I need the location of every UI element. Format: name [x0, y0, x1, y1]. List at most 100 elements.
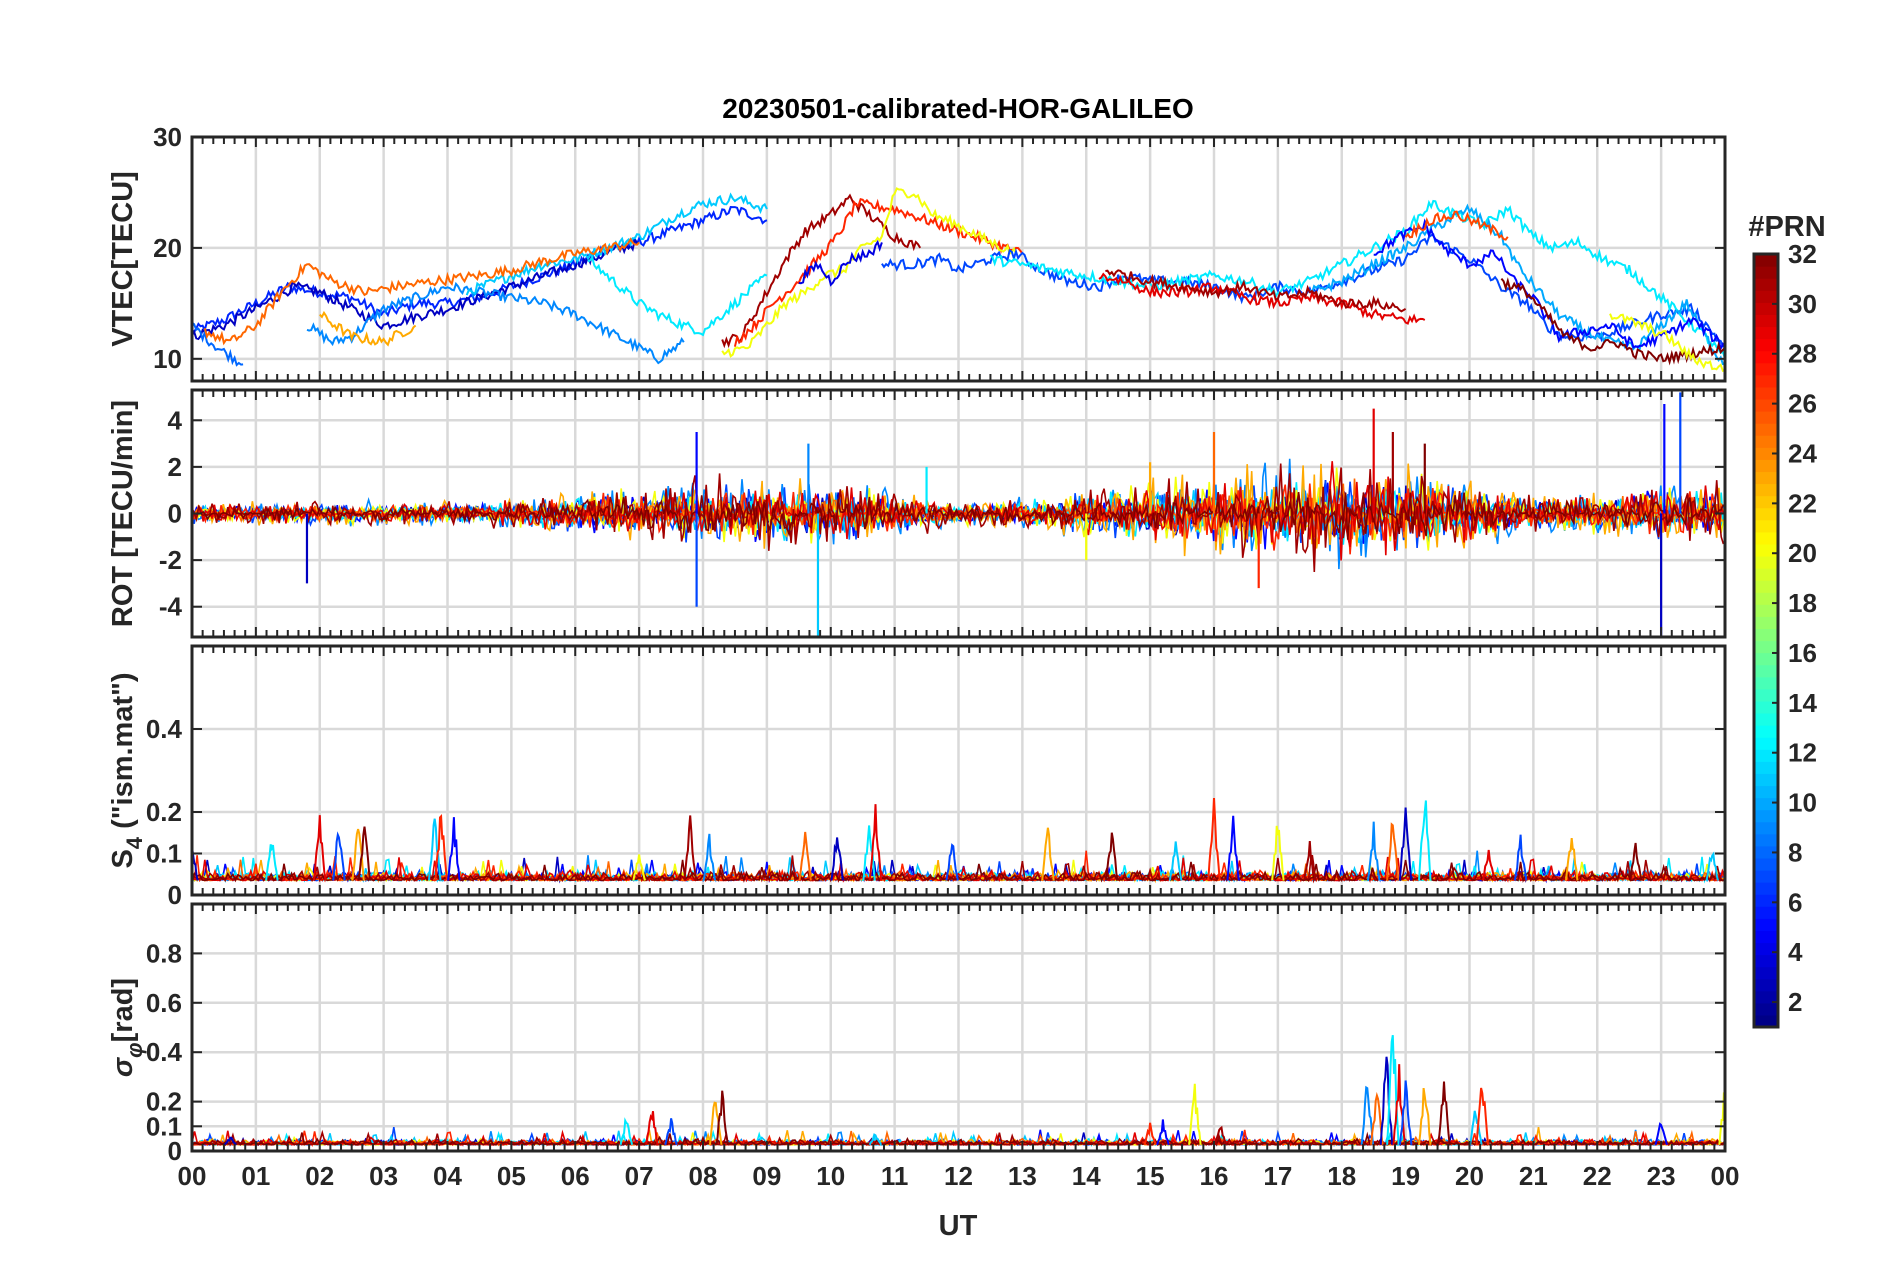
y-title-main: σ — [107, 1056, 139, 1077]
colorbar-swatch — [1754, 338, 1778, 352]
colorbar-swatch — [1754, 1002, 1778, 1016]
sigma-spike — [1475, 1087, 1489, 1145]
s4-spike — [1418, 800, 1432, 881]
sigma-spike — [645, 1111, 659, 1145]
x-tick-label: 07 — [625, 1161, 654, 1191]
y-tick-label: 0 — [168, 499, 182, 529]
s4-spike — [830, 837, 844, 881]
sigma-spike — [1188, 1083, 1202, 1145]
s4-spike — [1366, 821, 1381, 881]
colorbar-swatch — [1754, 398, 1778, 412]
vtec-series-prn-27 — [733, 197, 1024, 347]
colorbar-swatch — [1754, 278, 1778, 291]
y-tick-label: 0.2 — [146, 797, 182, 827]
y-tick-label: 4 — [168, 405, 183, 435]
colorbar-swatch — [1754, 350, 1778, 364]
colorbar-tick-label: 16 — [1788, 638, 1817, 668]
colorbar-tick-label: 26 — [1788, 389, 1817, 419]
x-tick-label: 15 — [1136, 1161, 1165, 1191]
colorbar-swatch — [1754, 483, 1778, 497]
colorbar-swatch — [1754, 628, 1778, 642]
s4-spike — [447, 817, 461, 881]
s4-spike — [192, 846, 199, 881]
sigma-spike — [1437, 1081, 1451, 1145]
sigma-spike — [1469, 1110, 1483, 1145]
colorbar-swatch — [1754, 664, 1778, 678]
s4-spike — [868, 804, 883, 881]
x-tick-label: 10 — [816, 1161, 845, 1191]
colorbar-swatch — [1754, 616, 1778, 630]
s4-spike — [1386, 822, 1400, 881]
y-title-rest: ("ism.mat") — [107, 672, 139, 836]
s4-spike — [428, 818, 442, 881]
s4-spike — [1041, 827, 1055, 881]
y-tick-label: 2 — [168, 452, 182, 482]
vtec-series-prn-23 — [319, 310, 417, 347]
vtec-series-prn-25 — [203, 237, 640, 346]
colorbar-swatch — [1754, 471, 1778, 485]
colorbar-swatch — [1754, 869, 1778, 883]
colorbar-label: #PRN — [1748, 211, 1825, 243]
colorbar-swatch — [1754, 833, 1778, 847]
x-axis: 00 01 02 03 04 05 06 07 08 09 10 11 12 13 14 15 16 17 18 19… — [178, 1161, 1740, 1191]
s4-spike — [1303, 841, 1317, 881]
vtec-series-prn-4 — [798, 239, 883, 287]
colorbar-swatch — [1754, 531, 1778, 545]
x-tick-label: 04 — [433, 1161, 462, 1191]
colorbar-swatch — [1754, 254, 1778, 267]
x-tick-label: 12 — [944, 1161, 973, 1191]
x-axis-title: UT — [939, 1210, 978, 1242]
colorbar-swatch — [1754, 990, 1778, 1004]
colorbar-swatch — [1754, 302, 1778, 315]
y-tick-label: 30 — [153, 122, 182, 152]
rot-series-prn-32 — [192, 492, 1725, 540]
s4-spike — [1705, 851, 1719, 881]
s4-spike — [1628, 842, 1643, 881]
colorbar-swatch — [1754, 543, 1778, 557]
s4-spike — [1481, 849, 1496, 881]
ticks-rot — [191, 390, 1726, 637]
s4-spike — [945, 843, 959, 881]
colorbar-tick-label: 10 — [1788, 788, 1817, 818]
vtec-series-prn-12 — [989, 199, 1725, 360]
vtec-series-prn-6 — [192, 205, 768, 335]
sigma-spike — [619, 1117, 634, 1146]
colorbar-swatch — [1754, 821, 1778, 835]
x-tick-label: 00 — [1711, 1161, 1740, 1191]
y-tick-label: 0.8 — [146, 938, 182, 968]
colorbar-swatch — [1754, 942, 1778, 956]
colorbar-swatch — [1754, 978, 1778, 992]
colorbar-swatch — [1754, 761, 1778, 774]
colorbar-swatch — [1754, 568, 1778, 581]
vtec-series-prn-9 — [306, 281, 685, 365]
sigma-spike — [1156, 1119, 1170, 1146]
y-tick-label: 0.1 — [146, 1111, 182, 1141]
y-tick-label: 0.4 — [146, 1037, 183, 1067]
ticks-sigma — [191, 904, 1726, 1152]
y-tick-label: 0.1 — [146, 839, 182, 869]
s4-spike — [1207, 797, 1221, 881]
sigma-spike — [1654, 1122, 1668, 1146]
s4-spike — [1105, 832, 1119, 881]
s4-spike — [357, 826, 372, 881]
colorbar-tick-label: 20 — [1788, 538, 1817, 568]
y-axis-title-rot: ROT [TECU/min] — [107, 400, 139, 627]
colorbar-swatch — [1754, 688, 1778, 702]
vtec-series-prn-31 — [1105, 269, 1407, 313]
s4-spike — [798, 831, 812, 881]
y-tick-label: 0 — [168, 1136, 182, 1166]
colorbar-swatch — [1754, 749, 1778, 762]
sigma-spike — [1718, 1092, 1725, 1145]
colorbar-swatch — [1754, 676, 1778, 690]
colorbar-frame — [1752, 252, 1780, 1029]
colorbar-swatch — [1754, 555, 1778, 569]
s4-spike — [702, 833, 717, 881]
x-tick-label: 21 — [1519, 1161, 1548, 1191]
sigma-spike — [1213, 1125, 1228, 1146]
data-rot — [192, 392, 1725, 637]
colorbar-swatch — [1754, 640, 1778, 654]
colorbar-swatch — [1754, 374, 1778, 388]
data-vtec — [192, 187, 1725, 373]
y-title-main: S — [107, 849, 139, 868]
